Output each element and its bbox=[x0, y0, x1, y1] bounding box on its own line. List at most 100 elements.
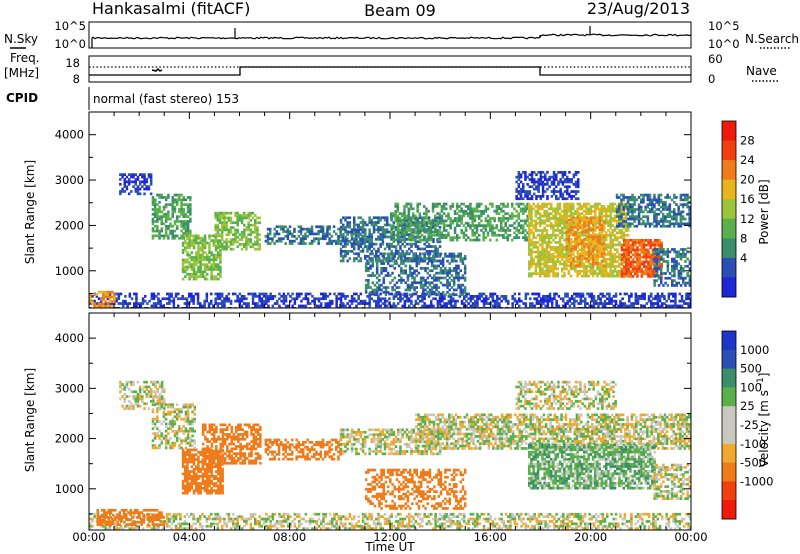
data-cell bbox=[169, 222, 172, 226]
data-cell bbox=[247, 240, 250, 244]
data-cell bbox=[557, 180, 560, 184]
data-cell bbox=[500, 219, 503, 223]
data-cell bbox=[598, 235, 602, 239]
data-cell bbox=[324, 292, 327, 296]
data-cell bbox=[156, 217, 159, 221]
data-cell bbox=[379, 233, 382, 236]
data-cell bbox=[601, 304, 605, 308]
data-cell bbox=[519, 231, 523, 235]
data-cell bbox=[464, 233, 468, 237]
data-cell bbox=[145, 178, 148, 181]
data-cell bbox=[552, 175, 556, 179]
data-cell bbox=[652, 297, 655, 301]
data-cell bbox=[594, 214, 597, 218]
data-cell bbox=[567, 238, 571, 241]
data-cell bbox=[611, 255, 615, 259]
data-cell bbox=[221, 233, 224, 237]
data-cell bbox=[486, 233, 490, 237]
data-cell bbox=[585, 233, 588, 236]
data-cell bbox=[138, 187, 142, 191]
data-cell bbox=[544, 190, 547, 193]
data-cell bbox=[195, 272, 198, 276]
data-cell bbox=[600, 219, 604, 223]
data-cell bbox=[225, 228, 228, 232]
data-cell bbox=[186, 229, 190, 233]
data-cell bbox=[444, 271, 447, 275]
data-cell bbox=[267, 295, 270, 298]
data-cell bbox=[399, 235, 402, 239]
data-cell bbox=[458, 205, 461, 208]
data-cell bbox=[186, 208, 190, 211]
data-cell bbox=[393, 267, 396, 270]
data-cell bbox=[397, 274, 401, 277]
data-cell bbox=[463, 257, 467, 261]
data-cell bbox=[396, 226, 400, 230]
data-cell bbox=[199, 275, 202, 278]
data-cell bbox=[474, 295, 477, 298]
data-cell bbox=[517, 224, 521, 227]
data-cell bbox=[583, 221, 586, 224]
data-cell bbox=[563, 262, 566, 266]
data-cell bbox=[530, 229, 533, 232]
data-cell bbox=[412, 223, 415, 227]
data-cell bbox=[558, 248, 562, 251]
data-cell bbox=[93, 293, 96, 296]
data-cell bbox=[605, 209, 608, 213]
data-cell bbox=[565, 242, 569, 246]
data-cell bbox=[238, 216, 242, 220]
data-cell bbox=[214, 268, 218, 271]
data-cell bbox=[447, 214, 450, 218]
data-cell bbox=[539, 269, 542, 273]
data-cell bbox=[592, 242, 595, 246]
data-cell bbox=[587, 207, 590, 211]
data-cell bbox=[411, 286, 414, 289]
data-cell bbox=[555, 292, 558, 296]
data-cell bbox=[592, 254, 595, 258]
data-cell bbox=[408, 242, 411, 246]
data-cell bbox=[240, 231, 244, 234]
data-cell bbox=[403, 233, 406, 237]
data-cell bbox=[430, 291, 434, 294]
data-cell bbox=[366, 238, 369, 241]
data-cell bbox=[432, 245, 435, 248]
data-cell bbox=[267, 304, 270, 308]
data-cell bbox=[170, 295, 173, 298]
data-cell bbox=[522, 202, 525, 206]
data-cell bbox=[412, 217, 415, 220]
data-cell bbox=[158, 232, 161, 235]
data-cell bbox=[609, 207, 612, 211]
data-cell bbox=[295, 237, 298, 241]
data-cell bbox=[256, 240, 259, 244]
data-cell bbox=[419, 267, 423, 270]
data-cell bbox=[484, 207, 488, 211]
data-cell bbox=[346, 259, 349, 263]
data-cell bbox=[390, 235, 393, 239]
data-cell bbox=[519, 175, 523, 179]
data-cell bbox=[624, 274, 628, 278]
data-cell bbox=[443, 295, 446, 298]
data-cell bbox=[423, 230, 426, 234]
data-cell bbox=[638, 267, 641, 271]
data-cell bbox=[556, 250, 560, 254]
data-cell bbox=[378, 286, 381, 289]
data-cell bbox=[533, 171, 536, 174]
data-cell bbox=[119, 192, 122, 196]
data-cell bbox=[616, 274, 619, 278]
data-cell bbox=[534, 214, 538, 218]
data-cell bbox=[348, 257, 352, 260]
data-cell bbox=[380, 262, 383, 265]
data-cell bbox=[650, 295, 653, 298]
data-cell bbox=[288, 239, 292, 243]
data-cell bbox=[613, 243, 617, 247]
data-cell bbox=[473, 231, 477, 235]
data-cell bbox=[587, 238, 591, 241]
data-cell bbox=[542, 297, 545, 301]
data-cell bbox=[256, 235, 259, 239]
data-cell bbox=[513, 297, 517, 301]
data-cell bbox=[467, 236, 470, 239]
data-cell bbox=[581, 292, 585, 296]
data-cell bbox=[284, 230, 287, 233]
data-cell bbox=[565, 247, 569, 251]
data-cell bbox=[425, 245, 429, 248]
data-cell bbox=[339, 292, 343, 296]
